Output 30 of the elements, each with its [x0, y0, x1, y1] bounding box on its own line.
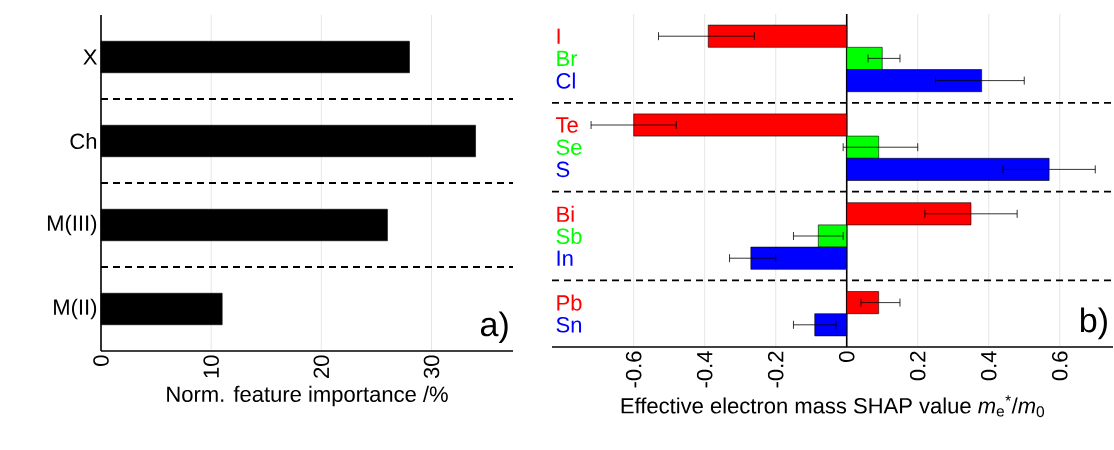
- x-tick-label: 10: [203, 355, 219, 378]
- y-tick-label: Te: [556, 117, 578, 133]
- x-tick-label: 0.2: [909, 351, 926, 381]
- x-tick-label: -0.6: [625, 351, 642, 388]
- x-tick-label: -0.4: [696, 351, 713, 388]
- x-tick-label: -0.2: [767, 351, 784, 388]
- y-tick-label: Br: [557, 50, 578, 66]
- y-tick-label: Se: [556, 139, 582, 155]
- x-tick-label: 0: [838, 351, 855, 362]
- y-tick-label: Sn: [556, 317, 582, 333]
- y-tick-label: Cl: [556, 72, 575, 89]
- y-tick-label: M(III): [47, 214, 97, 236]
- x-tick-label: 0.6: [1051, 351, 1068, 381]
- x-axis-title: Norm. feature importance /%: [167, 385, 448, 407]
- annotation: b): [1080, 307, 1107, 340]
- y-tick-label: Pb: [557, 294, 582, 311]
- y-tick-label: I: [557, 28, 560, 44]
- y-tick-label: Sb: [556, 227, 582, 245]
- annotation: a): [480, 311, 508, 344]
- y-tick-label: Bi: [557, 205, 574, 222]
- y-tick-label: M(II): [54, 298, 97, 320]
- y-tick-label: S: [556, 161, 570, 178]
- x-tick-label: 30: [423, 355, 440, 379]
- y-tick-label: In: [557, 250, 573, 266]
- y-tick-label: X: [83, 49, 98, 65]
- x-tick-label: 0: [93, 355, 109, 366]
- y-tick-label: Ch: [70, 132, 97, 150]
- x-tick-label: 0.4: [980, 351, 997, 381]
- x-tick-label: 20: [313, 355, 330, 378]
- x-axis-title: Effective electron mass SHAP value m$_{e}$$^{*}$/m$_{0}$: [621, 395, 1045, 418]
